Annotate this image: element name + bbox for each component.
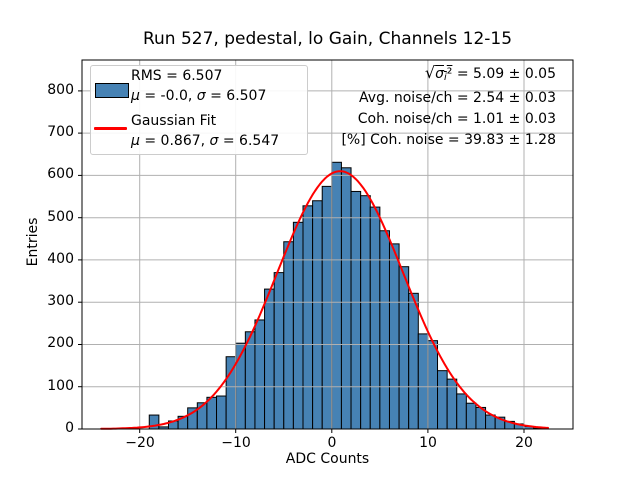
histogram-bar [427, 340, 439, 430]
x-tick-label: −20 [125, 435, 155, 451]
mu-symbol: μ [131, 133, 140, 149]
annotation-avg-noise: Avg. noise/ch = 2.54 ± 0.03 [359, 90, 556, 106]
y-tick-label: 300 [47, 293, 74, 309]
x-axis-label: ADC Counts [285, 451, 370, 467]
x-tick-label: 0 [327, 435, 337, 451]
histogram-bar [254, 319, 266, 430]
y-tick-label: 800 [47, 82, 74, 98]
histogram-bar [321, 185, 333, 430]
x-tick-label: 20 [515, 435, 533, 451]
legend-hist-rms: RMS = 6.507 [131, 68, 223, 84]
histogram-bar [417, 333, 429, 430]
chart-title: Run 527, pedestal, lo Gain, Channels 12-… [142, 29, 513, 49]
histogram-bar [369, 206, 381, 430]
histogram-bar [456, 393, 467, 430]
mu-value: = 0.867, [139, 133, 210, 149]
x-tick-label: −10 [221, 435, 251, 451]
y-tick-label: 200 [47, 335, 74, 351]
y-tick-label: 0 [65, 420, 74, 436]
legend-hist-stats: μ = -0.0, σ = 6.507 [131, 87, 266, 106]
legend: RMS = 6.507 μ = -0.0, σ = 6.507 Gaussian… [90, 65, 308, 155]
histogram-bar [264, 288, 275, 430]
x-tick-label: 10 [419, 435, 437, 451]
histogram-bar [379, 230, 390, 430]
sqrt-symbol: √ [424, 63, 436, 82]
y-tick-label: 700 [47, 124, 74, 140]
histogram-bar [340, 167, 352, 430]
y-tick-label: 400 [47, 251, 74, 267]
y-tick-label: 100 [47, 378, 74, 394]
sigma-value: = 6.507 [205, 88, 267, 104]
annotation-coh-noise: Coh. noise/ch = 1.01 ± 0.03 [357, 111, 556, 127]
sigma-i-squared: σi² [435, 66, 453, 83]
mu-value: = -0.0, [139, 88, 197, 104]
histogram-bar [273, 272, 285, 430]
histogram-bar [388, 243, 400, 430]
y-axis-label: Entries [25, 217, 41, 267]
y-tick-label: 600 [47, 166, 74, 182]
histogram-bar [302, 205, 314, 430]
histogram-bar [398, 266, 410, 430]
histogram-bar [360, 195, 371, 430]
stats-annotations: √σi² = 5.09 ± 0.05 Avg. noise/ch = 2.54 … [341, 62, 556, 151]
histogram-bar [283, 241, 294, 430]
sigma-symbol: σ [209, 133, 219, 149]
legend-fit-stats: μ = 0.867, σ = 6.547 [131, 132, 279, 151]
axes-spines [81, 59, 574, 430]
histogram-bar [292, 221, 304, 430]
histogram-bar [331, 161, 342, 430]
histogram-bar [206, 396, 218, 430]
annotation-total-noise: √σi² = 5.09 ± 0.05 [424, 63, 556, 83]
histogram-bar [437, 370, 448, 430]
histogram-bar [465, 402, 477, 430]
gaussian-fit-curve [100, 170, 549, 430]
histogram-bar [350, 190, 362, 430]
gaussian-fit-legend-line [94, 127, 127, 130]
sigma-symbol: σ [196, 88, 206, 104]
y-tick-label: 500 [47, 209, 74, 225]
histogram-legend-swatch [95, 83, 129, 98]
annotation-pct-coh-noise: [%] Coh. noise = 39.83 ± 1.28 [341, 132, 556, 148]
histogram-bar [216, 395, 227, 430]
histogram-bar [485, 414, 496, 430]
histogram-bar [244, 331, 256, 430]
legend-fit-title: Gaussian Fit [131, 113, 217, 129]
histogram-bar [312, 200, 323, 430]
mu-symbol: μ [131, 88, 140, 104]
histogram-bar [408, 292, 419, 430]
sigma-value: = 6.547 [218, 133, 280, 149]
